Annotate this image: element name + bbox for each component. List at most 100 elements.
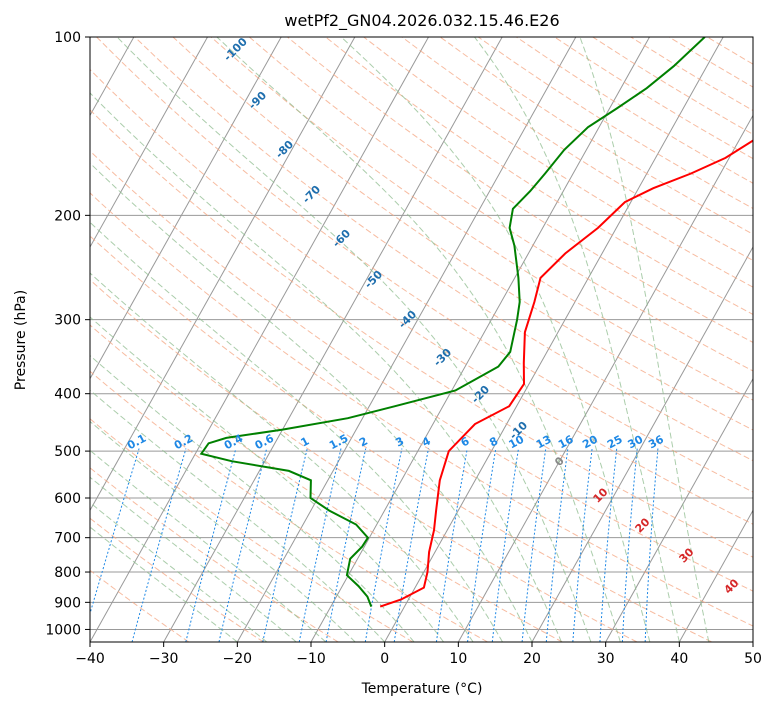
dry-adiabat-line [90, 370, 488, 642]
temperature-profile-line [379, 139, 753, 608]
dry-adiabat-line [516, 37, 753, 184]
mixing-ratio-line [262, 448, 308, 642]
mixing-ratio-label: 20 [580, 433, 600, 452]
mixing-ratio-line [325, 448, 367, 642]
moist-adiabat-line [90, 449, 327, 642]
x-tick-label: 10 [449, 651, 467, 667]
dry-adiabat-line [90, 192, 753, 627]
line-labels: 0.1 0.2 0.4 0.6 1 1.5 2 3 4 6 8 10 13 16 20 25 30 36-100-… [125, 35, 742, 597]
dry-adiabat-label: -90 [246, 89, 269, 112]
mixing-ratio-label: 0.6 [253, 432, 277, 453]
moist-adiabat-line [90, 354, 415, 642]
dry-adiabat-line [90, 150, 753, 592]
moist-adiabat-line [340, 37, 651, 642]
y-tick-label: 100 [54, 30, 81, 46]
mixing-ratio-line [298, 448, 342, 642]
y-tick-label: 700 [54, 531, 81, 547]
isotherm-line [236, 37, 577, 642]
mixing-ratio-line [218, 448, 268, 642]
moist-adiabat-line [90, 272, 474, 642]
dry-adiabat-line [325, 37, 753, 316]
dry-adiabat-line [90, 235, 712, 642]
dry-adiabat-line [90, 569, 190, 642]
mixing-ratio-label: 8 [487, 434, 500, 449]
mixing-ratio-line [491, 448, 519, 642]
isotherm-line [90, 37, 208, 249]
isotherm-line [163, 37, 503, 642]
y-axis-label: Pressure (hPa) [13, 290, 29, 390]
dry-adiabat-label: -60 [330, 227, 353, 250]
profile-lines [199, 37, 753, 608]
isotherm-line [605, 377, 753, 642]
dry-adiabat-line [90, 418, 414, 642]
isotherm-line [90, 37, 429, 642]
mixing-ratio-line [599, 448, 618, 642]
x-tick-label: −30 [149, 651, 179, 667]
isotherm-line [0, 37, 60, 642]
mixing-ratio-line [621, 448, 638, 642]
mixing-ratio-line [435, 448, 468, 642]
mixing-ratio-label: 13 [534, 433, 554, 452]
moist-adiabat-label: 40 [722, 576, 742, 596]
mixing-ratio-label: 16 [556, 433, 576, 452]
x-axis-label: Temperature (°C) [361, 681, 483, 697]
x-tick-label: 20 [523, 651, 541, 667]
dry-adiabat-line [210, 37, 753, 401]
dry-adiabat-label: -70 [300, 183, 323, 206]
moist-adiabat-label: 0 [552, 454, 567, 469]
moist-adiabat-line [90, 389, 386, 642]
dry-adiabat-line [439, 37, 753, 235]
y-tick-label: 300 [54, 313, 81, 329]
isotherm-line [90, 37, 282, 380]
moist-adiabat-label: 10 [591, 485, 611, 505]
y-tick-label: 800 [54, 565, 81, 581]
dry-adiabat-line [90, 517, 264, 642]
x-tick-label: 0 [380, 651, 389, 667]
dry-adiabat-label: -100 [221, 35, 250, 64]
moist-adiabat-label: 30 [677, 545, 697, 565]
isotherm-line [457, 114, 753, 642]
y-tick-label: 600 [54, 491, 81, 507]
dewpoint-profile-line [199, 37, 706, 607]
moist-adiabat-line [90, 92, 562, 642]
mixing-ratio-label: 0.1 [125, 432, 148, 453]
x-tick-label: −20 [223, 651, 253, 667]
y-tick-label: 1000 [45, 622, 81, 638]
x-tick-label: −10 [296, 651, 326, 667]
dry-adiabat-label: -80 [273, 138, 296, 161]
moist-adiabat-line [90, 221, 503, 642]
x-tick-label: 50 [744, 651, 762, 667]
background-lines [0, 37, 753, 642]
moist-adiabat-line [90, 316, 445, 642]
mixing-ratio-label: 30 [625, 433, 645, 452]
mixing-ratio-line [521, 448, 547, 642]
axes: −40 −30 −20 −10 0 10 20 30 40 5010020030040050060… [45, 30, 762, 667]
y-tick-label: 900 [54, 595, 81, 611]
mixing-ratio-label: 10 [507, 433, 527, 452]
moist-adiabat-line [90, 502, 268, 642]
isotherm-line [90, 37, 356, 512]
chart-title: wetPf2_GN04.2026.032.15.46.E26 [284, 11, 559, 31]
mixing-ratio-label: 4 [420, 434, 433, 449]
moist-adiabat-line [90, 476, 297, 642]
mixing-ratio-line [393, 448, 429, 642]
dry-adiabat-line [96, 37, 753, 493]
dry-adiabat-line [90, 279, 638, 642]
x-tick-label: 30 [597, 651, 615, 667]
isotherm-line [678, 509, 753, 642]
mixing-ratio-label: 3 [393, 434, 406, 449]
mixing-ratio-label: 2 [357, 434, 370, 449]
mixing-ratio-line [131, 448, 187, 642]
isotherm-line [531, 246, 753, 642]
dry-adiabat-label: -50 [362, 268, 385, 291]
dry-adiabat-line [90, 109, 753, 558]
mixing-ratio-label: 36 [646, 433, 666, 452]
dry-adiabat-label: -40 [396, 308, 419, 331]
mixing-ratio-line [467, 448, 497, 642]
moist-adiabat-line [90, 162, 533, 642]
mixing-ratio-line [185, 448, 237, 642]
moist-adiabat-line [90, 420, 356, 642]
x-tick-label: 40 [670, 651, 688, 667]
dry-adiabat-line [287, 37, 753, 343]
